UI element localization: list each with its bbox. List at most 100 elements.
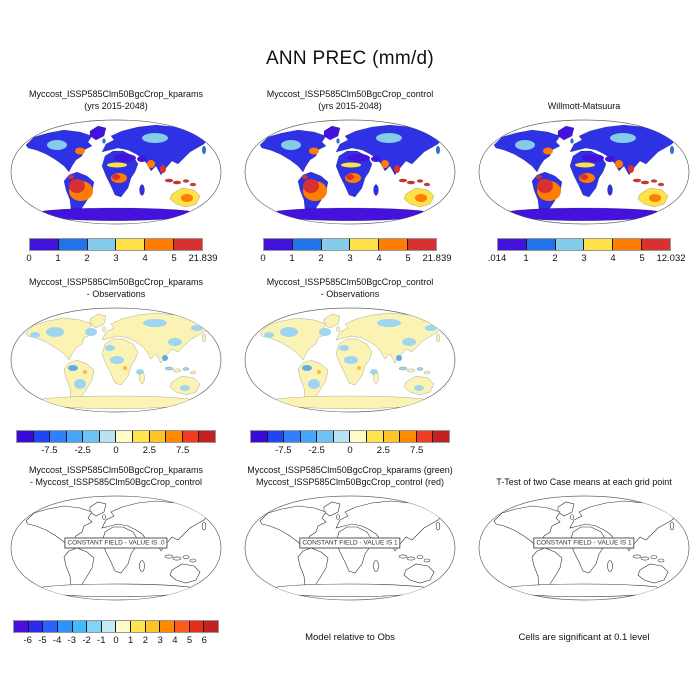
colorbar-segment [30, 239, 59, 250]
world-map-svg [244, 307, 456, 413]
diff-patch [30, 332, 40, 338]
climate-patch [628, 165, 634, 173]
island [209, 395, 213, 403]
island [182, 555, 190, 559]
colorbar-segment [145, 239, 175, 250]
panel-control-prec: Myccost_ISSP585Clm50BgcCrop_control (yrs… [236, 86, 464, 265]
diff-patch [143, 319, 167, 327]
island [436, 145, 440, 155]
colorbar-tick-label: 12.032 [656, 253, 686, 264]
panel-control-minus-obs: Myccost_ISSP585Clm50BgcCrop_control - Ob… [236, 274, 464, 457]
colorbar-segment [333, 431, 351, 442]
colorbar-segment [251, 431, 268, 442]
colorbar-tick-label: 1 [289, 253, 295, 264]
diff-patch [123, 366, 127, 370]
island [373, 560, 379, 572]
colorbar-segment [131, 621, 146, 632]
panel-title-line2: - Observations [86, 288, 146, 299]
island [570, 138, 574, 144]
diff-patch [85, 328, 97, 336]
island [336, 514, 340, 520]
colorbar-segment [292, 239, 322, 250]
panel-title-line2: - Observations [320, 288, 380, 299]
island [423, 182, 431, 187]
panel-title: Willmott-Matsuura [470, 86, 698, 112]
continent-eurasia [335, 124, 444, 176]
climate-patch [580, 174, 588, 180]
climate-patch [69, 179, 85, 193]
colorbar-tick-label: 2 [142, 635, 149, 646]
colorbar-segment [83, 431, 100, 442]
island [336, 138, 340, 144]
panel-footnote: Cells are significant at 0.1 level [518, 632, 650, 643]
continent-namerica [259, 129, 327, 173]
climate-patch [137, 156, 147, 162]
colorbar-tick-label: 0 [347, 445, 353, 456]
diff-patch [105, 345, 115, 351]
island [373, 372, 379, 384]
diff-patch [180, 385, 190, 391]
colorbar-segment [584, 239, 614, 250]
map-kparams-prec [5, 114, 227, 230]
colorbar-kparams-minus-control: -6 -5 -4 -3 -2 -1 0 1 2 3 4 5 6 [13, 620, 219, 647]
colorbar-segment [87, 239, 117, 250]
island [416, 367, 424, 371]
colorbar-tick-label: 1 [128, 635, 134, 646]
island [164, 178, 174, 183]
colorbar-tick-label: 0 [113, 635, 119, 646]
island [416, 179, 424, 183]
colorbar-segment [416, 431, 434, 442]
climate-patch [302, 175, 308, 179]
panel-title: Myccost_ISSP585Clm50BgcCrop_kparams - Ob… [2, 274, 230, 300]
climate-patch [381, 160, 389, 168]
colorbar-tick-label: 4 [142, 253, 148, 264]
climate-patch [341, 162, 361, 168]
colorbar-segment [166, 431, 183, 442]
colorbar-segment [175, 621, 190, 632]
colorbar-segment [101, 621, 117, 632]
colorbar-segment [408, 239, 436, 250]
constant-field-label: CONSTANT FIELD - VALUE IS .0 [64, 537, 168, 549]
constant-field-label: CONSTANT FIELD - VALUE IS 1 [533, 537, 635, 549]
island [436, 333, 440, 343]
island [443, 395, 447, 403]
colorbar-observations: .014 1 2 3 4 5 12.032 [488, 238, 686, 265]
map-land-group [25, 312, 213, 409]
colorbar-segment [116, 239, 146, 250]
colorbar-segment [189, 621, 205, 632]
colorbar-tick-label: -2.5 [74, 445, 91, 456]
island [209, 583, 213, 591]
panel-title: Myccost_ISSP585Clm50BgcCrop_kparams (gre… [236, 462, 464, 488]
map-land-group [493, 500, 681, 598]
continent-eurasia [101, 124, 210, 176]
island [102, 138, 106, 144]
colorbar-segment [350, 239, 380, 250]
panel-title-line1: Myccost_ISSP585Clm50BgcCrop_kparams [28, 277, 204, 287]
panel-title-line2: - Myccost_ISSP585Clm50BgcCrop_control [29, 476, 203, 487]
colorbar-segment [350, 431, 368, 442]
constant-field-label: CONSTANT FIELD - VALUE IS 1 [299, 537, 401, 549]
map-land-group [259, 124, 447, 221]
continent-eurasia [335, 312, 444, 364]
climate-patch [610, 133, 636, 143]
colorbar-tick-label: 3 [157, 635, 163, 646]
colorbar-tick-label: 0 [26, 253, 32, 264]
panel-title-line2: Myccost_ISSP585Clm50BgcCrop_control (red… [255, 476, 445, 487]
colorbar-tick-label: 7.5 [176, 445, 190, 456]
colorbar-segment [199, 431, 215, 442]
island [201, 521, 207, 531]
world-map-svg [244, 119, 456, 225]
island [164, 554, 174, 559]
island [139, 184, 145, 196]
island [182, 367, 190, 371]
page-title: ANN PREC (mm/d) [265, 48, 435, 69]
panel-title: Myccost_ISSP585Clm50BgcCrop_kparams (yrs… [2, 86, 230, 112]
colorbar-tick-label: .014 [487, 253, 507, 264]
island [632, 178, 642, 183]
colorbar-tick-label: 6 [201, 635, 207, 646]
colorbar-tick-label: -1 [97, 635, 106, 646]
climate-patch [112, 174, 120, 180]
colorbar-segment [50, 431, 67, 442]
island [398, 178, 408, 183]
colorbar-labels: -7.5 -2.5 0 2.5 7.5 [16, 445, 216, 457]
